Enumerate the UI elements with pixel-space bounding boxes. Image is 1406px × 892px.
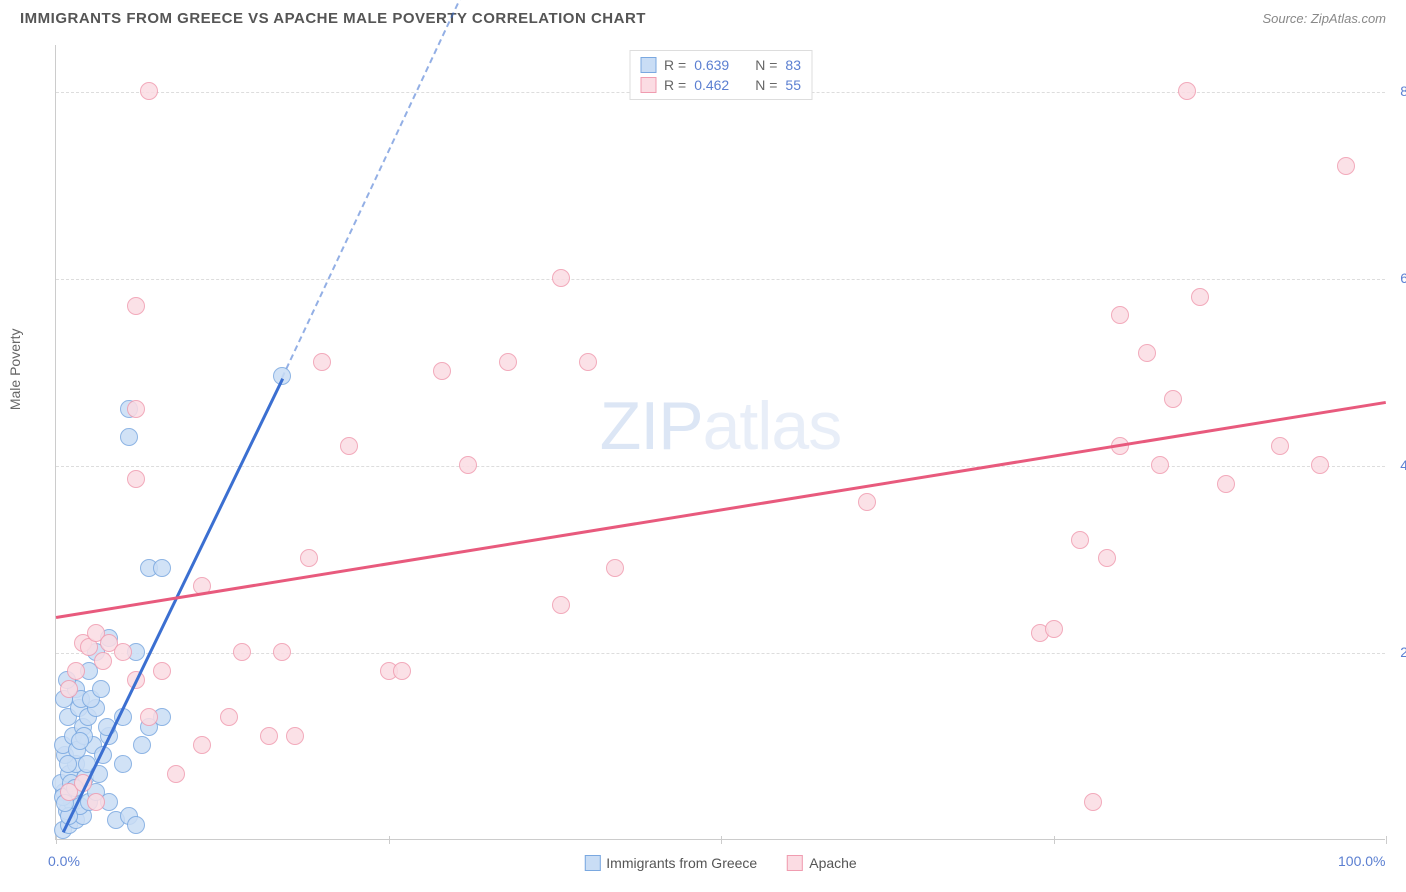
data-point (1311, 456, 1329, 474)
data-point (87, 793, 105, 811)
data-point (127, 297, 145, 315)
legend-series-item: Apache (787, 855, 856, 871)
data-point (1084, 793, 1102, 811)
data-point (193, 736, 211, 754)
plot-area: ZIPatlas R = 0.639N = 83R = 0.462N = 55 … (55, 45, 1385, 840)
r-value: 0.462 (694, 77, 729, 93)
watermark: ZIPatlas (600, 387, 841, 465)
data-point (459, 456, 477, 474)
n-value: 83 (785, 57, 801, 73)
gridline-h (56, 653, 1385, 654)
data-point (260, 727, 278, 745)
x-tick-label: 0.0% (48, 853, 80, 869)
data-point (1178, 82, 1196, 100)
data-point (1045, 620, 1063, 638)
data-point (94, 652, 112, 670)
data-point (153, 559, 171, 577)
legend-swatch (584, 855, 600, 871)
data-point (67, 662, 85, 680)
data-point (1217, 475, 1235, 493)
y-tick-label: 40.0% (1400, 457, 1406, 473)
trend-line-extrapolated (281, 0, 522, 378)
y-axis-label: Male Poverty (7, 328, 23, 410)
data-point (140, 708, 158, 726)
x-tick (1054, 836, 1055, 844)
r-value: 0.639 (694, 57, 729, 73)
series-legend: Immigrants from Greece Apache (578, 855, 862, 871)
data-point (393, 662, 411, 680)
data-point (552, 596, 570, 614)
data-point (273, 367, 291, 385)
r-label: R = (664, 57, 686, 73)
data-point (127, 470, 145, 488)
x-tick-label: 100.0% (1338, 853, 1385, 869)
x-tick (721, 836, 722, 844)
data-point (313, 353, 331, 371)
x-tick (389, 836, 390, 844)
legend-correlation-row: R = 0.462 N = 55 (640, 75, 801, 95)
data-point (59, 755, 77, 773)
data-point (340, 437, 358, 455)
data-point (233, 643, 251, 661)
correlation-legend: R = 0.639 N = 83 R = 0.462 N = 55 (629, 50, 812, 100)
data-point (71, 732, 89, 750)
data-point (1098, 549, 1116, 567)
source-attribution: Source: ZipAtlas.com (1262, 11, 1386, 26)
data-point (1151, 456, 1169, 474)
x-tick (1386, 836, 1387, 844)
legend-series-item: Immigrants from Greece (584, 855, 757, 871)
y-tick-label: 60.0% (1400, 270, 1406, 286)
data-point (127, 400, 145, 418)
data-point (1164, 390, 1182, 408)
r-label: R = (664, 77, 686, 93)
gridline-h (56, 279, 1385, 280)
legend-swatch (787, 855, 803, 871)
n-label: N = (755, 57, 777, 73)
data-point (92, 680, 110, 698)
legend-swatch (640, 57, 656, 73)
chart-title: IMMIGRANTS FROM GREECE VS APACHE MALE PO… (20, 10, 646, 27)
n-label: N = (755, 77, 777, 93)
data-point (114, 755, 132, 773)
y-tick-label: 20.0% (1400, 644, 1406, 660)
data-point (579, 353, 597, 371)
legend-series-label: Apache (809, 855, 856, 871)
legend-correlation-row: R = 0.639 N = 83 (640, 55, 801, 75)
data-point (60, 680, 78, 698)
data-point (167, 765, 185, 783)
data-point (220, 708, 238, 726)
data-point (127, 816, 145, 834)
gridline-h (56, 466, 1385, 467)
data-point (1071, 531, 1089, 549)
data-point (153, 662, 171, 680)
data-point (114, 643, 132, 661)
data-point (499, 353, 517, 371)
data-point (1191, 288, 1209, 306)
data-point (433, 362, 451, 380)
data-point (1271, 437, 1289, 455)
data-point (858, 493, 876, 511)
data-point (120, 428, 138, 446)
n-value: 55 (785, 77, 801, 93)
data-point (606, 559, 624, 577)
legend-swatch (640, 77, 656, 93)
data-point (300, 549, 318, 567)
data-point (133, 736, 151, 754)
data-point (273, 643, 291, 661)
chart-container: Male Poverty ZIPatlas R = 0.639N = 83R =… (55, 45, 1385, 840)
data-point (1111, 306, 1129, 324)
data-point (1138, 344, 1156, 362)
data-point (286, 727, 304, 745)
y-tick-label: 80.0% (1400, 83, 1406, 99)
data-point (1337, 157, 1355, 175)
legend-series-label: Immigrants from Greece (606, 855, 757, 871)
data-point (552, 269, 570, 287)
data-point (140, 82, 158, 100)
